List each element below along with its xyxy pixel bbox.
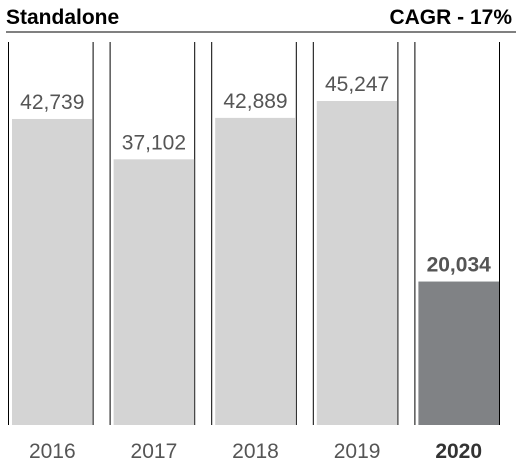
bar xyxy=(316,101,398,425)
value-label: 42,739 xyxy=(20,91,84,114)
x-tick-label: 2018 xyxy=(232,440,279,463)
bar xyxy=(113,159,195,426)
x-tick-label: 2017 xyxy=(131,440,178,463)
chart-title: Standalone xyxy=(6,6,119,29)
chart-subtitle: CAGR - 17% xyxy=(389,6,512,29)
value-label: 45,247 xyxy=(325,73,389,96)
bar xyxy=(12,118,93,426)
x-tick-label: 2020 xyxy=(435,440,482,463)
value-label: 20,034 xyxy=(427,254,492,277)
value-label: 42,889 xyxy=(223,90,287,113)
bar xyxy=(215,117,296,425)
bar xyxy=(418,281,499,425)
x-tick-label: 2016 xyxy=(29,440,76,463)
x-tick-label: 2019 xyxy=(334,440,381,463)
value-label: 37,102 xyxy=(122,131,186,154)
